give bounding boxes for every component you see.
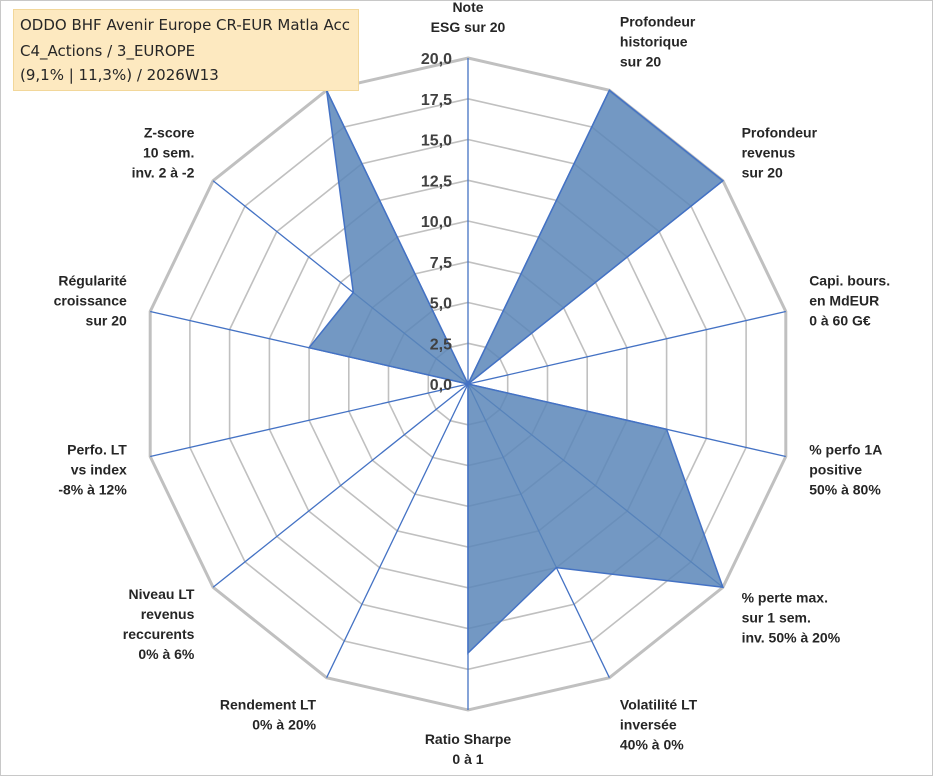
radial-tick-label: 17,5 — [421, 92, 452, 109]
axis-label: inversée — [620, 716, 677, 732]
axis-label: vs index — [71, 461, 127, 477]
radar-spoke — [150, 383, 469, 458]
axis-label: Profondeur — [620, 14, 696, 30]
axis-label: 10 sem. — [143, 144, 194, 160]
radar-spoke — [467, 310, 786, 385]
axis-label: 0% à 6% — [138, 646, 195, 662]
axis-label: 50% à 80% — [809, 481, 881, 497]
axis-label: inv. 2 à -2 — [132, 164, 195, 180]
fund-info-box: ODDO BHF Avenir Europe CR-EUR Matla Acc … — [13, 9, 359, 91]
axis-label: revenus — [141, 606, 195, 622]
axis-label: Régularité — [58, 273, 127, 289]
axis-label: revenus — [742, 144, 796, 160]
axis-label: Z-score — [144, 124, 195, 140]
axis-label: ESG sur 20 — [431, 19, 506, 35]
axis-label: croissance — [54, 293, 127, 309]
axis-label: Capi. bours. — [809, 273, 890, 289]
axis-label: 0% à 20% — [252, 716, 316, 732]
axis-label: Perfo. LT — [67, 441, 127, 457]
axis-label: Rendement LT — [220, 696, 317, 712]
radial-tick-label: 15,0 — [421, 133, 452, 150]
axis-label: positive — [809, 461, 862, 477]
axis-label: inv. 50% à 20% — [742, 630, 841, 646]
axis-label: Ratio Sharpe — [425, 731, 512, 747]
axis-label: Niveau LT — [129, 586, 195, 602]
radial-tick-label: 5,0 — [430, 296, 452, 313]
axis-label: sur 1 sem. — [742, 610, 811, 626]
axis-label: -8% à 12% — [58, 481, 127, 497]
axis-label: 0 à 1 — [452, 751, 483, 767]
axis-label: historique — [620, 34, 688, 50]
radial-tick-label: 0,0 — [430, 377, 452, 394]
radar-spoke — [212, 383, 469, 588]
radial-tick-label: 12,5 — [421, 173, 452, 190]
fund-stats: (9,1% | 11,3%) / 2026W13 — [20, 66, 219, 84]
series-area — [307, 89, 725, 655]
axis-label: sur 20 — [86, 313, 127, 329]
radar-spoke — [326, 383, 469, 678]
axis-label: reccurents — [123, 626, 195, 642]
axis-label: Profondeur — [742, 124, 818, 140]
fund-name: ODDO BHF Avenir Europe CR-EUR Matla Acc — [20, 16, 351, 34]
axis-label: sur 20 — [620, 54, 661, 70]
axis-label: 40% à 0% — [620, 736, 684, 752]
axis-label: 0 à 60 G€ — [809, 313, 871, 329]
radial-tick-label: 10,0 — [421, 214, 452, 231]
radial-tick-label: 2,5 — [430, 336, 452, 353]
radar-axis-labels: Note ESG sur 20 Profondeur historique sur 20… — [54, 1, 890, 767]
radar-series — [307, 89, 725, 655]
axis-label: en MdEUR — [809, 293, 879, 309]
axis-label: Volatilité LT — [620, 696, 698, 712]
axis-label: sur 20 — [742, 164, 783, 180]
axis-label: % perfo 1A — [809, 441, 882, 457]
radial-tick-label: 7,5 — [430, 255, 452, 272]
radial-tick-label: 20,0 — [421, 51, 452, 68]
axis-label: Note — [452, 1, 483, 15]
axis-label: % perte max. — [742, 590, 828, 606]
fund-category: C4_Actions / 3_EUROPE — [20, 42, 196, 60]
radar-tick-labels: 0,0 2,5 5,0 7,5 10,0 12,5 15,0 17,5 20,0 — [421, 51, 452, 394]
